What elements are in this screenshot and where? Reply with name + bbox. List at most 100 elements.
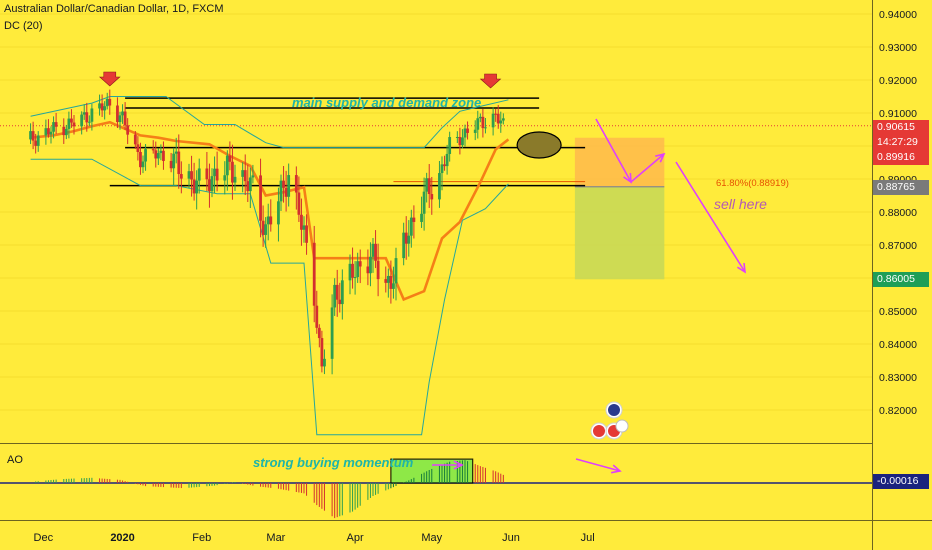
- candle-body: [376, 260, 380, 280]
- reversal-zone-ellipse: [516, 131, 562, 159]
- candle-body: [366, 266, 370, 274]
- candle-body: [169, 160, 173, 169]
- candle-body: [47, 128, 50, 135]
- candle-body: [87, 121, 91, 123]
- candle-body: [305, 225, 308, 243]
- candle-body: [425, 178, 429, 192]
- price-tick-label: 0.93000: [879, 42, 917, 54]
- candle-body: [225, 155, 229, 176]
- candle-body: [389, 275, 393, 289]
- candle-body: [302, 225, 306, 230]
- candle-body: [80, 114, 84, 127]
- candle-body: [496, 113, 500, 124]
- candle-body: [374, 243, 377, 261]
- candle-body: [90, 108, 94, 122]
- candle-body: [315, 305, 319, 328]
- candle-body: [126, 125, 130, 135]
- candle-body: [484, 127, 487, 129]
- time-tick-label: May: [421, 532, 442, 544]
- candle-body: [123, 111, 127, 126]
- candle-body: [320, 338, 324, 367]
- candle-body: [430, 194, 434, 200]
- candle-body: [208, 179, 211, 192]
- candle-body: [384, 279, 388, 283]
- candle-body: [67, 118, 71, 129]
- candle-body: [394, 258, 398, 284]
- candle-body: [371, 243, 375, 257]
- candle-body: [174, 151, 178, 154]
- candle-body: [192, 179, 196, 194]
- candle-body: [54, 122, 58, 127]
- candle-body: [333, 284, 337, 308]
- candle-body: [448, 137, 452, 154]
- price-tick-label: 0.92000: [879, 75, 917, 87]
- candle-body: [100, 103, 104, 111]
- candle-body: [369, 256, 372, 274]
- candle-body: [420, 213, 423, 222]
- candle-body: [407, 235, 411, 244]
- candle-body: [348, 263, 352, 281]
- candle-body: [49, 131, 53, 135]
- candle-body: [438, 173, 441, 200]
- candle-body: [233, 176, 237, 183]
- arrow-head: [623, 172, 632, 184]
- candle-body: [501, 118, 505, 121]
- candle-body: [251, 175, 255, 178]
- sell-label: sell here: [714, 196, 767, 212]
- time-tick-label: Jun: [502, 532, 520, 544]
- candle-body: [412, 217, 416, 222]
- candle-body: [335, 284, 339, 300]
- price-tick-label: 0.82000: [879, 405, 917, 417]
- aud-event-flag-inner: [608, 404, 620, 416]
- price-tick-label: 0.88000: [879, 207, 917, 219]
- down-arrow-marker: [479, 73, 502, 89]
- candle-body: [243, 170, 247, 182]
- ao-label: AO: [7, 454, 23, 466]
- candle-body: [154, 150, 158, 159]
- candle-body: [297, 192, 301, 215]
- candle-body: [44, 128, 48, 136]
- candle-body: [34, 140, 38, 146]
- candle-body: [85, 112, 89, 123]
- price-tick-label: 0.83000: [879, 372, 917, 384]
- candle-body: [241, 170, 245, 177]
- candle-body: [215, 168, 219, 181]
- candle-body: [445, 153, 449, 167]
- candle-body: [162, 150, 165, 161]
- ao-value-tag: -0.00016: [873, 474, 929, 489]
- candle-body: [116, 105, 119, 123]
- candle-body: [353, 277, 357, 279]
- candle-body: [52, 122, 55, 132]
- candle-body: [108, 98, 112, 106]
- candles: [29, 89, 505, 375]
- time-tick-label: Dec: [34, 532, 54, 544]
- candle-body: [481, 116, 485, 129]
- event-count-badge: [615, 419, 629, 433]
- arrow-head: [611, 464, 622, 474]
- candle-body: [461, 137, 464, 146]
- candle-body: [282, 180, 285, 188]
- down-arrow-marker: [98, 71, 121, 87]
- candle-body: [190, 171, 193, 180]
- candle-body: [151, 149, 155, 151]
- candle-body: [118, 115, 122, 123]
- candle-body: [279, 180, 283, 202]
- time-axis[interactable]: Dec 2020 Feb Mar Apr May Jun Jul: [34, 532, 595, 544]
- candle-body: [317, 327, 321, 339]
- candle-body: [144, 149, 147, 162]
- price-tick-label: 0.85000: [879, 306, 917, 318]
- candle-body: [494, 113, 498, 115]
- candle-body: [491, 113, 495, 128]
- time-tick-label: 2020: [110, 532, 134, 544]
- candle-body: [264, 224, 268, 235]
- candle-body: [440, 164, 444, 174]
- time-tick-label: Feb: [192, 532, 211, 544]
- candle-body: [29, 131, 32, 140]
- candle-body: [133, 134, 137, 145]
- candle-body: [294, 175, 298, 193]
- candle-body: [269, 216, 273, 225]
- candle-body: [228, 155, 232, 162]
- candle-body: [409, 217, 413, 236]
- cad-event-flag-inner: [593, 425, 605, 437]
